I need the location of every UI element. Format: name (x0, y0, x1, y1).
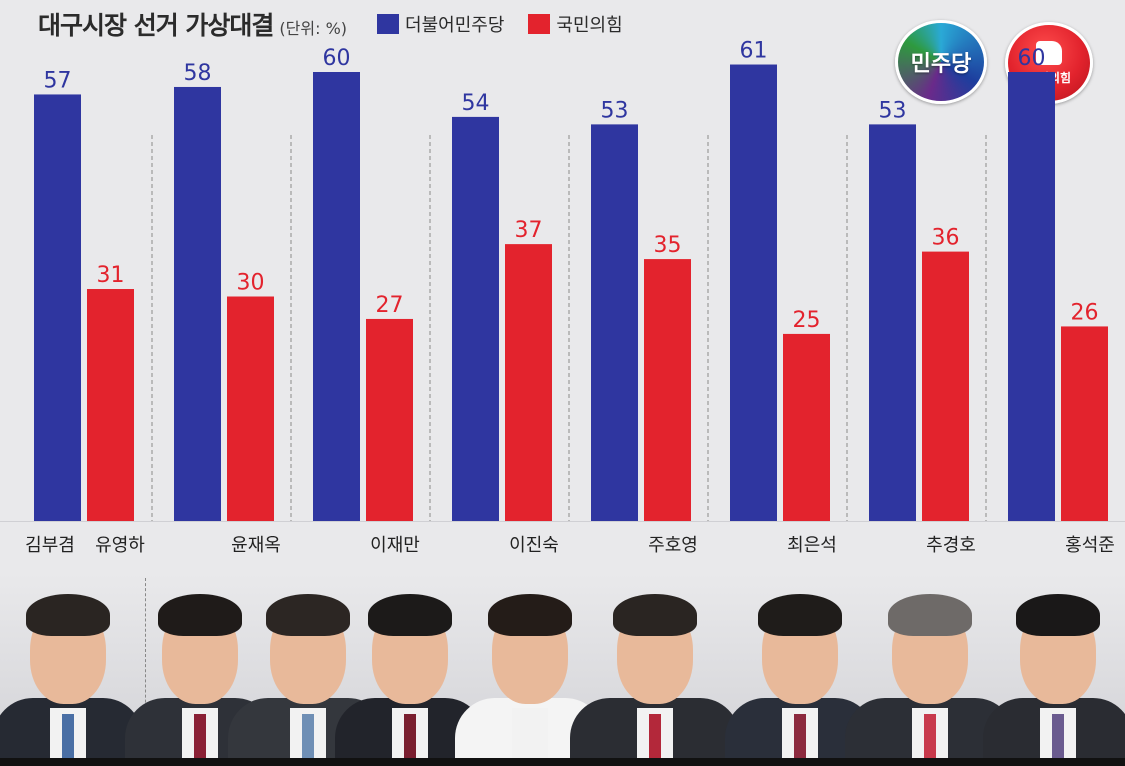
candidate-photo-icon (335, 582, 485, 758)
candidate-photo-icon (0, 582, 143, 758)
ppp-logo-mark (1036, 40, 1062, 65)
candidate-photo-icon (570, 582, 740, 758)
candidate-photo-icon (455, 582, 605, 758)
data-label: 35 (654, 233, 682, 258)
data-label: 25 (793, 308, 821, 333)
legend-swatch-dem (377, 14, 400, 34)
bar-ppp (922, 251, 969, 521)
unit-label: (단위: %) (279, 19, 348, 38)
candidate-hair (488, 594, 572, 636)
candidate-tie (62, 714, 74, 758)
candidate-photo-icon (228, 582, 388, 758)
dem-logo-text: 민주당 (910, 52, 972, 77)
legend-item-dem: 더불어민주당 (377, 11, 504, 37)
candidate-hair (1016, 594, 1100, 636)
candidate-tie (649, 714, 661, 758)
bar-chart: 57 58 60 54 53 61 53 60 31 30 27 37 35 25 36 26 김부겸 유영하 윤재… (0, 39, 1125, 556)
candidate-tie (194, 714, 206, 758)
legend-label-ppp: 국민의힘 (556, 15, 623, 36)
data-label: 27 (376, 293, 404, 318)
data-label: 26 (1071, 300, 1099, 325)
candidate-hair (266, 594, 350, 636)
bar-dem (452, 116, 499, 522)
bar-dem (34, 94, 81, 521)
data-label: 30 (237, 271, 265, 296)
bar-ppp (366, 318, 413, 521)
democratic-party-logo-icon: 민주당 (895, 20, 987, 104)
data-label: 36 (932, 226, 960, 251)
legend-label-dem: 더불어민주당 (405, 15, 505, 36)
x-label-democratic-candidate: 김부겸 (25, 535, 75, 556)
bottom-bar (0, 758, 1125, 766)
legend-item-ppp: 국민의힘 (528, 11, 623, 37)
bar-dem (869, 124, 916, 521)
bar-ppp (783, 333, 830, 521)
candidate-hair (368, 594, 452, 636)
bar-ppp (644, 259, 691, 521)
bar-dem (174, 86, 221, 521)
title-row: 대구시장 선거 가상대결 (단위: %) 더불어민주당 국민의힘 (38, 6, 623, 40)
data-label: 53 (601, 98, 629, 123)
x-label-category: 유영하 (95, 535, 145, 556)
bar-dem (591, 124, 638, 521)
chart-title: 대구시장 선거 가상대결 (38, 11, 274, 40)
bar-ppp (227, 296, 274, 521)
data-label: 53 (879, 98, 907, 123)
candidate-hair (758, 594, 842, 636)
candidate-photo-icon (125, 582, 275, 758)
data-label: 37 (515, 218, 543, 243)
candidate-shirt (512, 708, 548, 758)
candidate-hair (613, 594, 697, 636)
data-label: 57 (44, 68, 72, 93)
data-label: 31 (97, 263, 125, 288)
bar-dem (313, 72, 360, 521)
x-label-category: 홍석준 (1065, 535, 1115, 556)
candidate-tie (302, 714, 314, 758)
data-label: 54 (462, 91, 490, 116)
candidate-tie (924, 714, 936, 758)
x-label-category: 주호영 (648, 535, 698, 556)
bar-ppp (1061, 326, 1108, 521)
bar-ppp (505, 244, 552, 521)
photo-divider (145, 578, 146, 728)
candidate-tie (1052, 714, 1064, 758)
x-label-category: 이재만 (370, 535, 420, 556)
data-label: 61 (740, 39, 768, 64)
x-label-category: 추경호 (926, 535, 976, 556)
bar-ppp (87, 289, 134, 521)
x-label-category: 윤재옥 (231, 535, 281, 556)
candidate-tie (404, 714, 416, 758)
data-label: 60 (1018, 46, 1046, 71)
x-label-category: 이진숙 (509, 535, 559, 556)
candidate-hair (26, 594, 110, 636)
candidate-photo-icon (983, 582, 1125, 758)
data-label: 58 (184, 61, 212, 86)
candidate-hair (888, 594, 972, 636)
data-label: 60 (323, 46, 351, 71)
legend-swatch-ppp (528, 14, 551, 34)
bar-dem (730, 64, 777, 522)
bar-dem (1008, 72, 1055, 521)
candidate-photo-icon (845, 582, 1015, 758)
x-label-category: 최은석 (787, 535, 837, 556)
candidate-hair (158, 594, 242, 636)
candidate-tie (794, 714, 806, 758)
